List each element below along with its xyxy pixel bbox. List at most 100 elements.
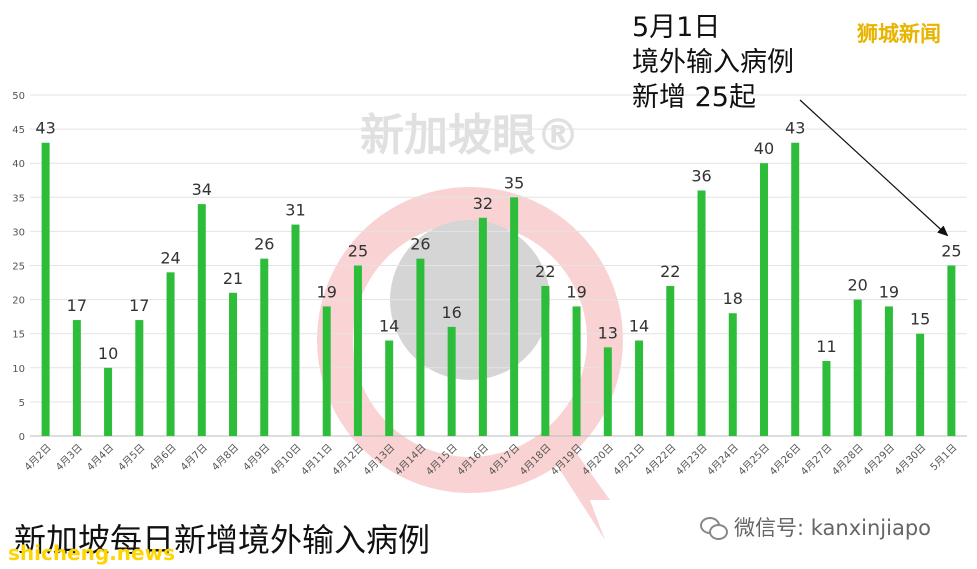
x-tick-label: 4月23日 [674, 442, 710, 478]
data-label: 34 [192, 180, 212, 199]
bar [853, 299, 862, 436]
y-tick-label: 15 [12, 330, 25, 341]
data-label: 32 [473, 194, 493, 213]
wechat-id: 微信号: kanxinjiapo [700, 512, 931, 542]
x-tick-label: 4月29日 [861, 442, 897, 478]
x-tick-label: 4月30日 [892, 442, 928, 478]
data-label: 40 [754, 139, 774, 158]
y-tick-label: 5 [19, 398, 25, 409]
x-tick-label: 4月4日 [85, 442, 117, 474]
bar [416, 258, 425, 436]
x-tick-label: 4月27日 [798, 442, 834, 478]
data-label: 36 [691, 166, 711, 185]
data-label: 19 [879, 282, 899, 301]
bar [572, 306, 581, 436]
y-tick-label: 50 [12, 91, 25, 102]
bar [541, 285, 550, 436]
annotation-arrow [799, 99, 949, 237]
wechat-id-label: 微信号: kanxinjiapo [734, 516, 932, 540]
x-tick-label: 4月2日 [22, 442, 54, 474]
source-watermark: shicheng.news [8, 541, 175, 565]
y-tick-label: 10 [12, 364, 25, 375]
x-tick-label: 4月3日 [53, 442, 85, 474]
data-label: 25 [348, 242, 368, 261]
data-label: 26 [254, 235, 274, 254]
data-label: 18 [723, 289, 743, 308]
x-tick-label: 4月26日 [767, 442, 803, 478]
bar [104, 367, 113, 436]
bar [322, 306, 331, 436]
data-label: 43 [35, 119, 55, 138]
bar [822, 360, 831, 436]
data-label: 26 [410, 235, 430, 254]
bar [385, 340, 394, 436]
bar [41, 142, 50, 437]
y-tick-label: 35 [12, 193, 25, 204]
x-tick-label: 4月12日 [330, 442, 366, 478]
bar [197, 204, 206, 436]
bar [260, 258, 269, 436]
data-label: 10 [98, 344, 118, 363]
annotation-line-1: 5月1日 [632, 12, 721, 43]
x-tick-label: 4月6日 [147, 442, 179, 474]
x-tick-label: 4月24日 [705, 442, 741, 478]
bar [353, 265, 362, 436]
x-tick-label: 4月21日 [611, 442, 647, 478]
y-tick-label: 20 [12, 296, 25, 307]
data-label: 15 [910, 310, 930, 329]
annotation-line-2: 境外输入病例 [632, 47, 794, 78]
data-label: 35 [504, 173, 524, 192]
data-label: 14 [379, 317, 399, 336]
bar [759, 163, 768, 436]
y-tick-label: 25 [12, 262, 25, 273]
data-label: 11 [816, 337, 836, 356]
watermark: 新加坡眼® [317, 110, 623, 540]
x-tick-label: 4月25日 [736, 442, 772, 478]
annotation-text: 5月1日 境外输入病例 新增 25起 [632, 10, 794, 115]
x-tick-label: 4月10日 [267, 442, 303, 478]
data-label: 21 [223, 269, 243, 288]
bar [916, 333, 925, 436]
bar [791, 142, 800, 437]
bar [135, 320, 144, 436]
bar [447, 326, 456, 436]
x-tick-label: 4月22日 [642, 442, 678, 478]
data-labels: 43 17 10 17 24 34 21 26 31 19 25 14 26 16 32 35 22 19 13 14… [35, 119, 961, 363]
bar [478, 217, 487, 436]
x-tick-label: 4月5日 [116, 442, 148, 474]
data-label: 14 [629, 317, 649, 336]
y-tick-label: 0 [19, 432, 25, 443]
x-tick-label: 5月1日 [928, 442, 960, 474]
annotation-line-3: 新增 25起 [632, 82, 756, 113]
x-tick-label: 4月20日 [580, 442, 616, 478]
y-tick-label: 45 [12, 125, 25, 136]
y-tick-label: 40 [12, 159, 25, 170]
svg-text:新加坡眼®: 新加坡眼® [360, 110, 580, 161]
brand-logo-text: 狮城新闻 [857, 22, 941, 46]
bar [603, 347, 612, 436]
data-label: 16 [441, 303, 461, 322]
data-label: 19 [566, 282, 586, 301]
bar [72, 320, 81, 436]
data-label: 25 [941, 242, 961, 261]
gridlines [30, 94, 967, 437]
bar [510, 197, 519, 436]
data-label: 22 [660, 262, 680, 281]
data-label: 13 [598, 323, 618, 342]
y-axis-ticks: 0 5 10 15 20 25 30 35 40 45 50 [12, 91, 25, 443]
bar [666, 285, 675, 436]
bar [728, 313, 737, 436]
bars [41, 142, 956, 437]
bar [291, 224, 300, 436]
x-tick-label: 4月7日 [178, 442, 210, 474]
x-tick-label: 4月8日 [210, 442, 242, 474]
data-label: 20 [848, 276, 868, 295]
data-label: 22 [535, 262, 555, 281]
bar [635, 340, 644, 436]
bar [229, 292, 238, 436]
bar [884, 306, 893, 436]
x-tick-label: 4月9日 [241, 442, 273, 474]
data-label: 43 [785, 119, 805, 138]
data-label: 31 [285, 201, 305, 220]
